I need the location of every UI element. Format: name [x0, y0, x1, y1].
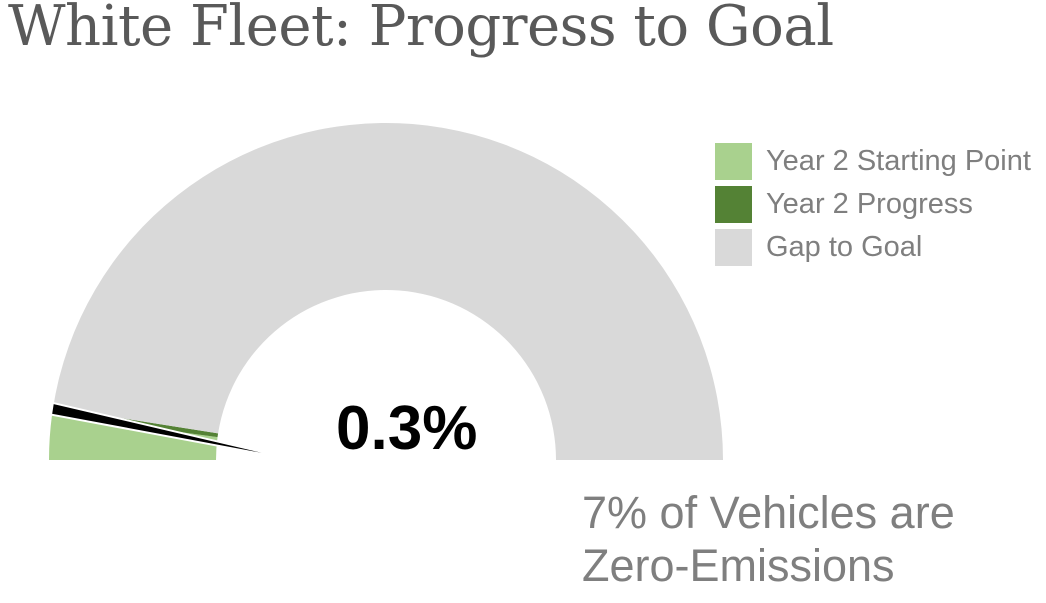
legend-item-gap: Gap to Goal [715, 226, 1031, 269]
legend-label-progress: Year 2 Progress [766, 188, 973, 220]
gauge-caption: 7% of Vehicles are Zero-Emissions [582, 486, 1042, 592]
gauge-needle [49, 401, 305, 463]
gauge-segment-gap [53, 123, 723, 460]
legend-label-starting-point: Year 2 Starting Point [766, 145, 1031, 177]
legend-label-gap: Gap to Goal [766, 231, 923, 263]
caption-line-1: 7% of Vehicles are [582, 487, 955, 538]
chart-title: White Fleet: Progress to Goal [8, 0, 834, 59]
legend-swatch-starting-point [715, 143, 752, 180]
legend: Year 2 Starting Point Year 2 Progress Ga… [715, 140, 1031, 269]
gauge-segment-starting-point [49, 414, 218, 460]
legend-swatch-progress [715, 186, 752, 223]
gauge-value-label: 0.3% [336, 394, 478, 463]
legend-item-starting-point: Year 2 Starting Point [715, 140, 1031, 183]
caption-line-2: Zero-Emissions [582, 540, 895, 591]
legend-item-progress: Year 2 Progress [715, 183, 1031, 226]
legend-swatch-gap [715, 229, 752, 266]
